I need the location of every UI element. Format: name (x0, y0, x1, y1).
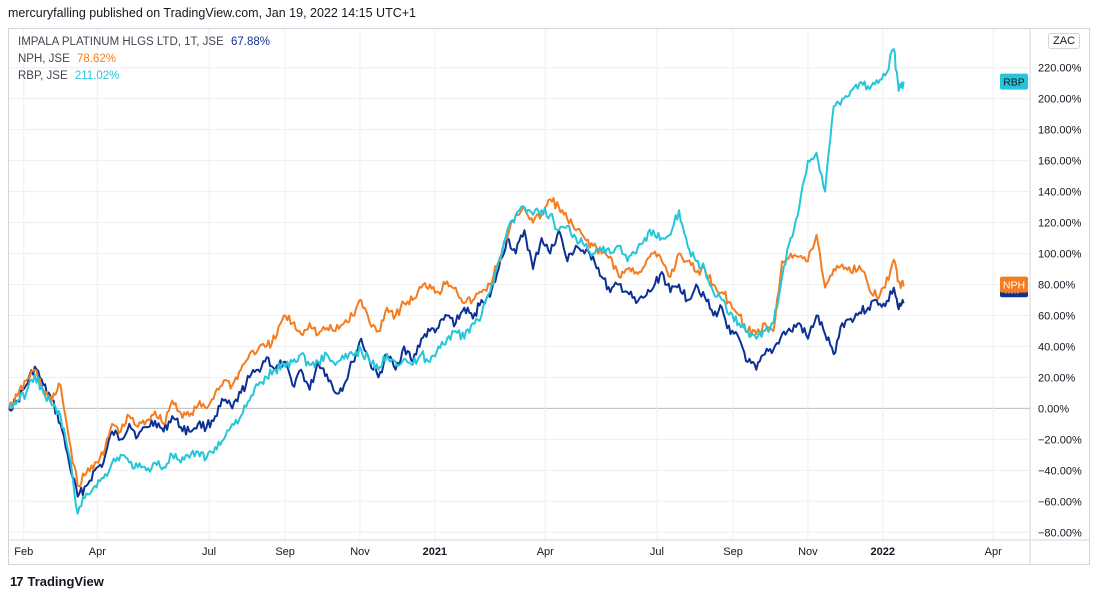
legend-value-nph: 78.62% (76, 53, 116, 65)
legend: IMPALA PLATINUM HLGS LTD, 1T, JSE 67.88%… (18, 34, 270, 85)
y-tick-label: 40.00% (1038, 341, 1076, 353)
legend-name-nph: NPH, JSE (18, 53, 70, 65)
tradingview-logo-icon: 17 (10, 574, 24, 589)
y-tick-label: 180.00% (1038, 125, 1082, 137)
x-tick-label: Sep (723, 546, 743, 558)
series-line-imp (8, 229, 905, 498)
x-tick-label: Apr (537, 546, 554, 558)
x-tick-label: Nov (350, 546, 370, 558)
x-tick-label: 2022 (870, 546, 894, 558)
publish-info: mercuryfalling published on TradingView.… (8, 6, 416, 20)
x-tick-label: Apr (89, 546, 106, 558)
y-tick-label: 200.00% (1038, 94, 1082, 106)
legend-row-imp[interactable]: IMPALA PLATINUM HLGS LTD, 1T, JSE 67.88% (18, 34, 270, 51)
tradingview-brand: TradingView (27, 574, 104, 589)
chart-frame (8, 28, 1090, 565)
x-tick-label: Feb (14, 546, 33, 558)
y-tick-label: −20.00% (1038, 434, 1082, 446)
x-tick-label: Apr (985, 546, 1002, 558)
legend-name-imp: IMPALA PLATINUM HLGS LTD, 1T, JSE (18, 36, 224, 48)
x-tick-label: Jul (650, 546, 664, 558)
price-tag-label-rbp: RBP (1003, 77, 1025, 89)
legend-name-rbp: RBP, JSE (18, 70, 68, 82)
currency-button[interactable]: ZAC (1048, 33, 1080, 49)
y-tick-label: 80.00% (1038, 280, 1076, 292)
y-tick-label: 140.00% (1038, 187, 1082, 199)
legend-value-imp: 67.88% (230, 36, 270, 48)
y-tick-label: 160.00% (1038, 156, 1082, 168)
price-tag-nph (1000, 276, 1028, 293)
y-tick-label: −40.00% (1038, 465, 1082, 477)
chart-canvas[interactable]: −80.00% −60.00% −40.00% −20.00% 0.00% 20.00% 4… (0, 0, 1100, 565)
y-tick-label: 60.00% (1038, 310, 1076, 322)
series-line-rbp (8, 48, 905, 515)
x-tick-label: 2021 (423, 546, 447, 558)
y-tick-label: 20.00% (1038, 372, 1076, 384)
price-tag-label-nph: NPH (1003, 280, 1025, 292)
series-line-nph (8, 197, 905, 488)
y-tick-label: −80.00% (1038, 527, 1082, 539)
x-tick-label: Jul (202, 546, 216, 558)
x-tick-label: Sep (275, 546, 295, 558)
y-tick-label: −60.00% (1038, 496, 1082, 508)
legend-value-rbp: 211.02% (74, 70, 120, 82)
legend-row-rbp[interactable]: RBP, JSE 211.02% (18, 68, 270, 85)
y-tick-label: 0.00% (1038, 403, 1069, 415)
y-tick-label: 100.00% (1038, 249, 1082, 261)
legend-row-nph[interactable]: NPH, JSE 78.62% (18, 51, 270, 68)
price-tag-rbp (1000, 73, 1028, 90)
y-tick-label: 220.00% (1038, 63, 1082, 75)
x-tick-label: Nov (798, 546, 818, 558)
tradingview-branding[interactable]: 17 TradingView (10, 574, 104, 589)
y-tick-label: 120.00% (1038, 218, 1082, 230)
